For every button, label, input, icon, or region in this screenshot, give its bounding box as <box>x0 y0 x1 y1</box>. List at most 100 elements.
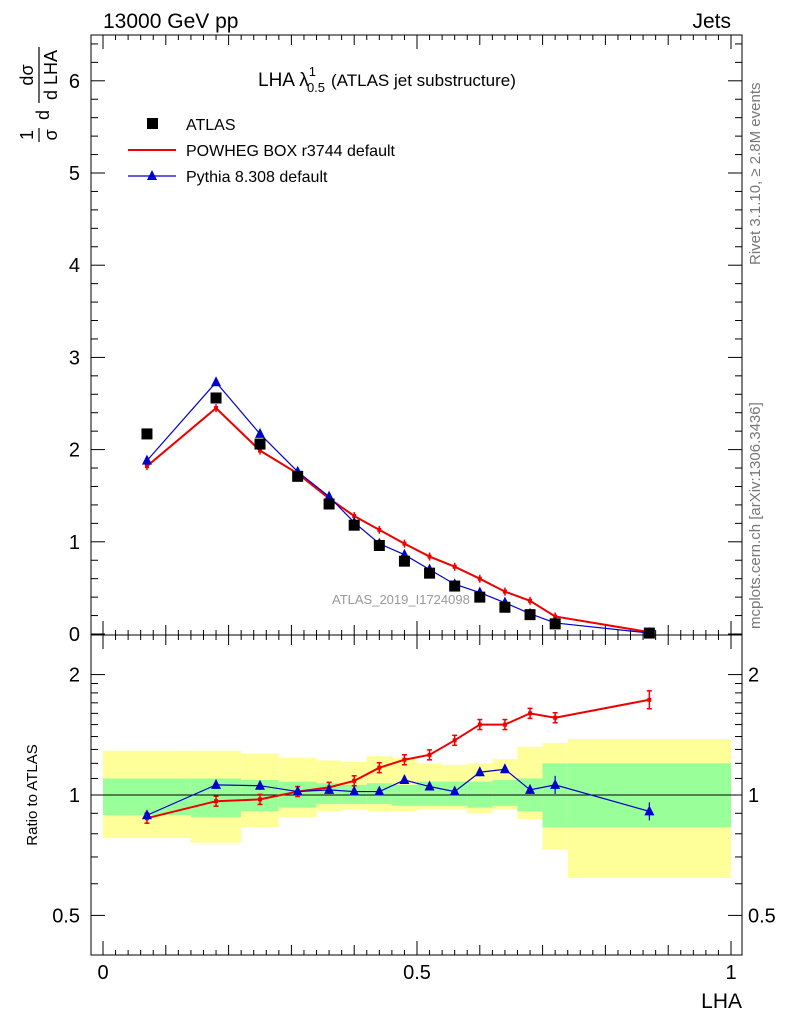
pythia-ratio-point <box>424 780 435 791</box>
atlas-point <box>524 609 536 621</box>
ratio-y-tick-label-right: 2 <box>748 665 759 687</box>
pythia-ratio-point <box>374 785 385 796</box>
rivet-label: Rivet 3.1.10, ≥ 2.8M events <box>747 83 764 266</box>
powheg-ratio-point <box>258 797 262 802</box>
ratio-y-tick-label: 0.5 <box>52 905 80 927</box>
atlas-point <box>643 627 655 639</box>
y-tick-label: 1 <box>69 532 80 554</box>
atlas-point <box>398 555 410 567</box>
x-axis-label: LHA <box>701 990 742 1013</box>
svg-text:dσ: dσ <box>17 64 37 85</box>
header-left: 13000 GeV pp <box>103 10 238 33</box>
powheg-point <box>528 598 533 603</box>
powheg-ratio-point <box>427 752 432 757</box>
main-ylabel: 1 σ d dσ d LHA <box>17 47 61 142</box>
legend-marker-atlas <box>147 118 158 129</box>
powheg-point <box>553 614 558 619</box>
pythia-ratio-point <box>449 785 460 796</box>
ratio-y-tick-label-right: 1 <box>748 785 759 807</box>
powheg-point <box>377 527 382 532</box>
svg-text:d LHA: d LHA <box>41 50 61 100</box>
legend: ATLAS POWHEG BOX r3744 default Pythia 8.… <box>128 117 396 186</box>
main-title: LHA λ1 0.5 (ATLAS jet substructure) <box>258 64 516 95</box>
ratio-y-tick-label: 2 <box>69 665 80 687</box>
pythia-ratio-point <box>499 763 510 774</box>
pythia-ratio-point <box>292 785 303 796</box>
pythia-ratio-point <box>399 774 410 785</box>
mcplots-label: mcplots.cern.ch [arXiv:1306.3436] <box>747 402 764 629</box>
ratio-series <box>141 690 655 824</box>
atlas-point <box>210 392 222 404</box>
legend-marker-pythia <box>147 170 157 180</box>
main-series <box>141 376 655 639</box>
powheg-ratio-point <box>477 722 482 727</box>
powheg-point <box>352 513 357 518</box>
powheg-point <box>402 541 407 546</box>
atlas-point <box>348 519 360 531</box>
pythia-ratio-point <box>255 779 265 790</box>
pythia-ratio-point <box>474 766 485 777</box>
legend-label-pythia: Pythia 8.308 default <box>186 169 328 186</box>
atlas-point <box>292 470 304 482</box>
ratio-uncertainty-bands <box>103 739 731 879</box>
powheg-ratio-point <box>402 757 407 762</box>
pythia-point <box>324 490 335 501</box>
x-tick-label: 0 <box>97 962 108 984</box>
powheg-ratio-point <box>647 697 652 702</box>
x-tick-label: 1 <box>725 962 736 984</box>
pythia-ratio-point <box>349 785 360 796</box>
powheg-point <box>452 564 457 569</box>
powheg-ratio-point <box>352 778 357 783</box>
y-tick-label: 0 <box>69 624 80 646</box>
band-inner <box>492 780 518 806</box>
powheg-ratio-point <box>553 715 558 720</box>
y-tick-label: 5 <box>69 163 80 185</box>
powheg-point <box>144 464 149 469</box>
analysis-watermark: ATLAS_2019_I1724098 <box>332 592 470 607</box>
atlas-point <box>323 498 335 510</box>
powheg-point <box>258 448 262 453</box>
atlas-point <box>424 567 436 579</box>
y-tick-label: 4 <box>69 255 80 277</box>
atlas-point <box>141 428 153 440</box>
powheg-point <box>214 406 219 411</box>
atlas-point <box>474 591 486 603</box>
pythia-ratio-point <box>141 809 152 820</box>
pythia-ratio-point <box>211 778 222 789</box>
pythia-ratio-point <box>525 783 536 794</box>
ratio-axes: 0.5 0.5 1 1 2 2 0 0.5 1 <box>52 635 776 984</box>
x-tick-label: 0.5 <box>403 962 431 984</box>
y-tick-label: 3 <box>69 347 80 369</box>
ratio-y-tick-label-right: 0.5 <box>748 905 776 927</box>
main-axes: 0 1 2 3 4 5 6 <box>69 35 742 646</box>
powheg-ratio-point <box>502 722 507 727</box>
pythia-point <box>141 454 152 465</box>
atlas-point <box>499 601 511 613</box>
atlas-point <box>373 539 385 551</box>
pythia-point <box>255 427 265 438</box>
header-right: Jets <box>692 10 731 33</box>
ratio-y-tick-label: 1 <box>69 785 80 807</box>
pythia-point <box>211 376 222 387</box>
y-tick-label: 2 <box>69 440 80 462</box>
powheg-point <box>477 576 482 581</box>
pythia-ratio-point <box>324 783 335 794</box>
legend-label-powheg: POWHEG BOX r3744 default <box>186 143 396 160</box>
svg-text:d: d <box>33 110 53 120</box>
atlas-point <box>549 618 561 630</box>
svg-text:σ: σ <box>41 129 61 140</box>
powheg-ratio-point <box>452 738 457 743</box>
legend-label-atlas: ATLAS <box>186 117 236 134</box>
atlas-point <box>449 580 461 592</box>
svg-text:1: 1 <box>17 130 37 140</box>
pythia-ratio-point <box>550 778 561 789</box>
ratio-ylabel: Ratio to ATLAS <box>24 744 41 845</box>
atlas-point <box>254 438 266 450</box>
powheg-point <box>427 554 432 559</box>
y-tick-label: 6 <box>69 71 80 93</box>
powheg-ratio-point <box>214 799 219 804</box>
band-inner <box>103 778 191 816</box>
powheg-ratio-point <box>528 711 533 716</box>
powheg-ratio-point <box>377 765 382 770</box>
